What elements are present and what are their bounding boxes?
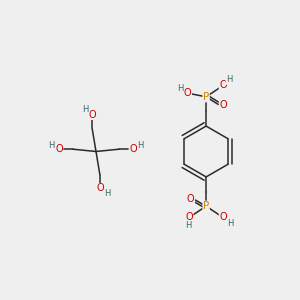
Text: H: H [226, 75, 232, 84]
Text: H: H [82, 105, 88, 114]
Text: H: H [104, 189, 111, 198]
Text: H: H [137, 141, 144, 150]
Text: O: O [219, 212, 227, 222]
Text: H: H [48, 141, 55, 150]
Text: P: P [203, 92, 209, 102]
Text: H: H [185, 221, 192, 230]
Text: O: O [129, 144, 137, 154]
Text: O: O [187, 194, 194, 204]
Text: H: H [227, 219, 233, 228]
Text: O: O [219, 80, 227, 90]
Text: O: O [88, 110, 96, 119]
Text: P: P [203, 201, 209, 211]
Text: O: O [219, 100, 227, 110]
Text: O: O [184, 88, 191, 98]
Text: O: O [55, 144, 63, 154]
Text: O: O [185, 212, 193, 222]
Text: O: O [96, 184, 104, 194]
Text: H: H [177, 84, 183, 93]
